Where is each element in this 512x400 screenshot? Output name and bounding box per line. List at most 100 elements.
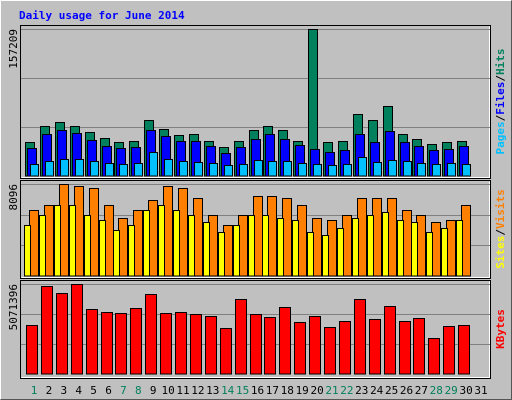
bar (413, 318, 425, 375)
legend: Pages/Files/Hits (494, 49, 507, 155)
bar (143, 210, 150, 277)
legend-entry: Pages (494, 121, 507, 154)
bar (462, 164, 471, 177)
bar (337, 228, 344, 277)
bar (309, 316, 321, 375)
x-tick-label: 28 (430, 384, 443, 397)
legend: Sites/Visits (494, 189, 507, 269)
bar (388, 160, 397, 177)
bar (160, 313, 172, 375)
bar (60, 159, 69, 177)
bar (71, 284, 83, 375)
bar (277, 218, 284, 277)
bar (233, 225, 240, 277)
x-tick-label: 15 (236, 384, 249, 397)
bar (105, 163, 114, 177)
x-tick-label: 29 (445, 384, 458, 397)
bar (119, 164, 128, 177)
bar (250, 314, 262, 375)
bar (75, 159, 84, 177)
bar (115, 313, 127, 375)
bar (369, 319, 381, 375)
bar (294, 322, 306, 375)
x-tick-label: 9 (150, 384, 157, 397)
bar (399, 321, 411, 375)
bar (54, 205, 61, 277)
bar (358, 157, 367, 177)
bar (203, 222, 210, 277)
bar (26, 325, 38, 375)
bar (254, 160, 263, 177)
bar (145, 294, 157, 375)
bar (188, 215, 195, 277)
panel-bevel (21, 181, 490, 278)
legend-entry: Hits (494, 49, 507, 76)
x-tick-label: 8 (135, 384, 142, 397)
bar (41, 286, 53, 375)
bar (382, 212, 389, 277)
legend-separator: / (494, 114, 507, 121)
bar (158, 205, 165, 277)
x-tick-label: 23 (355, 384, 368, 397)
bar (262, 215, 269, 277)
bar (248, 215, 255, 277)
bar (190, 314, 202, 375)
bar (443, 326, 455, 375)
x-tick-label: 2 (46, 384, 53, 397)
bar (441, 228, 448, 277)
bar (417, 163, 426, 177)
bar (113, 230, 120, 277)
x-tick-label: 11 (176, 384, 189, 397)
legend-entry: Files (494, 82, 507, 115)
bar (24, 225, 31, 277)
bar (224, 165, 233, 177)
bar (134, 163, 143, 177)
x-tick-label: 31 (474, 384, 487, 397)
panel-bevel (21, 26, 490, 178)
x-tick-label: 10 (161, 384, 174, 397)
bar (86, 309, 98, 375)
bar (130, 308, 142, 375)
bar (164, 159, 173, 177)
x-tick-label: 13 (206, 384, 219, 397)
bar (343, 164, 352, 177)
bar (45, 161, 54, 177)
x-tick-label: 3 (60, 384, 67, 397)
bar (411, 222, 418, 277)
bar (56, 293, 68, 375)
legend-entry: Sites (494, 236, 507, 269)
bar (397, 220, 404, 277)
bar (354, 299, 366, 375)
x-tick-label: 22 (340, 384, 353, 397)
bar (90, 161, 99, 177)
bar (458, 325, 470, 375)
bar (205, 316, 217, 375)
bar (173, 210, 180, 277)
bar (99, 220, 106, 277)
y-tick-label: 5071396 (7, 284, 20, 330)
bar (328, 165, 337, 177)
y-tick-label: 8096 (7, 184, 20, 211)
bar (403, 161, 412, 177)
x-tick-label: 4 (75, 384, 82, 397)
plots: 157209Pages/Files/Hits8096Sites/Visits50… (7, 25, 507, 397)
bar (268, 161, 277, 177)
y-tick-label: 157209 (7, 29, 20, 69)
bar (209, 163, 218, 177)
bar (175, 312, 187, 375)
legend-separator: / (494, 75, 507, 82)
bar (456, 220, 463, 277)
bar (373, 162, 382, 177)
x-tick-label: 30 (459, 384, 472, 397)
bar (218, 232, 225, 277)
bar (128, 225, 135, 277)
bar (39, 215, 46, 277)
bar (339, 321, 351, 375)
bar (322, 235, 329, 277)
bar (307, 232, 314, 277)
bar (367, 215, 374, 277)
x-tick-label: 12 (191, 384, 204, 397)
bar (239, 164, 248, 177)
